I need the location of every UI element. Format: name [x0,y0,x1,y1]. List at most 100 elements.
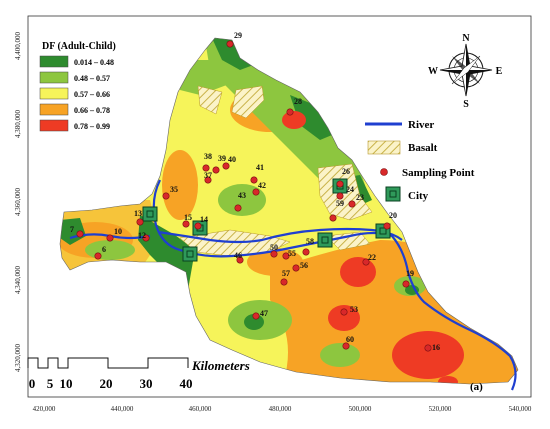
legend-label: 0.78 – 0.99 [74,122,110,131]
city-marker-inner [186,250,194,258]
sampling-point [336,180,344,188]
scale-label: 5 [47,376,54,391]
city-markers [142,178,391,262]
legend: DF (Adult-Child) 0.014 – 0.48 0.48 – 0.57… [36,38,136,136]
zone-darkgreen-f [244,314,264,330]
sampling-point [182,220,190,228]
sampling-point-label: 57 [282,269,290,278]
sampling-point-label: 15 [184,213,192,222]
sampling-point-label: 38 [204,152,212,161]
legend-items: 0.014 – 0.48 0.48 – 0.57 0.57 – 0.66 0.66 –… [39,55,114,132]
key-city-label: City [408,190,429,202]
sampling-point-label: 20 [389,211,397,220]
sampling-point [340,308,348,316]
scale-label: 0 [29,376,36,391]
zone-red-b [328,305,360,331]
x-tick-label: 460,000 [189,405,212,413]
sampling-point [250,176,258,184]
sampling-point [280,278,288,286]
sampling-point [329,214,337,222]
legend-title: DF (Adult-Child) [42,41,116,52]
sampling-point-label: 29 [234,31,242,40]
x-tick-label: 440,000 [111,405,134,413]
sampling-point-label: 47 [260,309,268,318]
x-tick-label: 520,000 [429,405,452,413]
zone-lightgreen-n [180,60,240,95]
legend-swatch [39,87,69,100]
sampling-point-label: 41 [256,163,264,172]
key-city-symbol-inner [389,190,397,198]
scale-label: 10 [60,376,73,391]
sampling-point-label: 46 [234,251,242,260]
north-arrow-diag2 [451,55,481,85]
city-marker-inner [146,210,154,218]
sampling-point [106,234,114,242]
sampling-point [270,250,278,258]
y-tick-label: 4,400,000 [14,32,22,61]
sampling-point-label: 16 [432,343,440,352]
scale-label: 40 [180,376,193,391]
sampling-point [292,264,300,272]
sampling-point [202,164,210,172]
river-branch [157,227,403,244]
key-basalt-symbol [367,140,401,155]
sampling-point-label: 35 [170,185,178,194]
map-key: River Basalt Sampling Point City [365,119,475,202]
zone-darkgreen-ne [290,95,332,140]
scale-labels: 0 5 10 20 30 40 [29,376,193,391]
sampling-point [94,252,102,260]
sampling-point-label: 37 [204,171,212,180]
city-marker-inner [321,236,329,244]
legend-swatch [39,71,69,84]
key-sampling-label: Sampling Point [402,167,475,179]
legend-swatch [39,119,69,132]
sampling-point-label: 24 [346,185,354,194]
key-river-label: River [408,119,434,131]
legend-label: 0.48 – 0.57 [74,74,110,83]
west-label: W [428,66,438,77]
x-tick-label: 420,000 [33,405,56,413]
x-tick-labels: 420,000 440,000 460,000 480,000 500,000 520,0… [33,405,532,413]
city-marker [317,232,333,248]
y-tick-label: 4,380,000 [14,110,22,139]
sampling-point-label: 14 [200,215,208,224]
sampling-point [194,222,202,230]
sampling-point [222,162,230,170]
sampling-point-label: 42 [258,181,266,190]
key-basalt-label: Basalt [408,142,438,154]
zone-red-d [282,111,306,129]
north-label: N [462,33,470,44]
key-city-symbol [385,186,401,202]
sampling-point-label: 43 [238,191,246,200]
sampling-point-label: 56 [300,261,308,270]
zone-orange-nw [162,150,198,220]
sampling-point-label: 10 [114,227,122,236]
legend-swatch [39,103,69,116]
zone-lightgreen-c [320,343,360,367]
north-arrow: N S E W [428,33,503,110]
city-marker-inner [379,227,387,235]
y-tick-label: 4,340,000 [14,266,22,295]
sampling-point [212,166,220,174]
sampling-point-label: 22 [368,253,376,262]
sampling-point-label: 28 [294,97,302,106]
sampling-point [282,252,290,260]
panel-label: (a) [470,381,483,393]
basalt-area-e [325,231,371,251]
sampling-point-label: 58 [306,237,314,246]
scale-label: 30 [140,376,153,391]
sampling-point-label: 40 [228,155,236,164]
sampling-point [286,108,294,116]
sampling-point-label: 55 [288,249,296,258]
sampling-point [162,192,170,200]
scale-label: 20 [100,376,113,391]
legend-label: 0.014 – 0.48 [74,58,114,67]
sampling-point [252,312,260,320]
sampling-point-label: 6 [102,245,106,254]
sampling-point-label: 59 [336,199,344,208]
sampling-point [226,40,234,48]
zone-red-e [438,376,458,384]
sampling-point-label: 26 [342,167,350,176]
scale-unit-label: Kilometers [191,358,250,373]
